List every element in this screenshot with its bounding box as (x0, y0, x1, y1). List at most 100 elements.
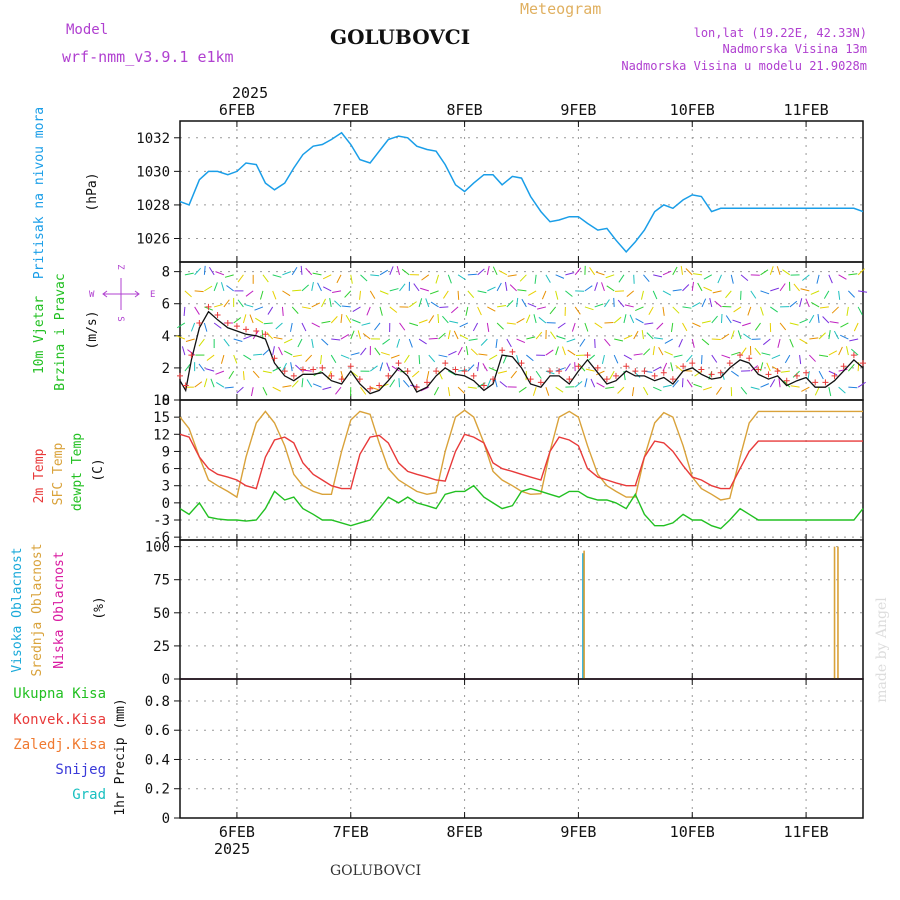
wind-barb (457, 346, 463, 356)
wind-barb (249, 314, 254, 324)
wind-barb (538, 316, 547, 324)
wind-barb (448, 350, 457, 356)
y-tick-label: 15 (153, 410, 170, 426)
wind-barb (401, 268, 410, 276)
wind-barb (779, 283, 786, 292)
wind-barb (776, 266, 781, 275)
wind-barb (379, 269, 388, 276)
wind-barb (352, 306, 361, 312)
y-tick-label: 50 (153, 606, 170, 622)
wind-barb (496, 282, 502, 292)
wind-barb (631, 387, 635, 397)
gust-marker (632, 368, 639, 375)
wind-barb (426, 371, 430, 381)
wind-barb (322, 386, 332, 390)
station-title: GOLUBOVCI (330, 25, 470, 49)
gust-marker (480, 382, 487, 389)
wind-barb (226, 285, 234, 292)
wind-barb (379, 290, 389, 295)
gust-marker (424, 379, 431, 386)
gust-marker (680, 363, 687, 370)
wind-barb (574, 267, 582, 276)
wind-barb (811, 301, 820, 308)
wind-barb (537, 306, 547, 310)
wind-barb (715, 386, 722, 395)
wind-barb (675, 364, 683, 372)
wind-barb (499, 381, 508, 388)
wind-barb (438, 354, 448, 358)
precip-conv-label: Konvek.Kisa (13, 712, 106, 728)
wind-barb (223, 299, 230, 308)
wind-barb (457, 386, 465, 394)
wind-barb (574, 380, 583, 388)
wind-barb (437, 313, 440, 324)
wind-barb (243, 335, 253, 340)
wind-barb (389, 379, 396, 388)
wind-barb (829, 321, 839, 324)
wind-barb (453, 330, 459, 340)
wind-barb (489, 354, 498, 361)
wind-barb (183, 306, 186, 316)
y-tick-label: 0 (162, 672, 170, 688)
wind-barb (278, 346, 283, 356)
wind-barb (420, 287, 429, 292)
wind-barb (594, 322, 603, 329)
gust-marker (698, 366, 705, 373)
top-date-label: 9FEB (560, 101, 596, 119)
wind-barb (686, 379, 693, 388)
wind-barb (254, 306, 264, 311)
wind-barb (783, 380, 791, 388)
wind-barb (403, 380, 410, 388)
gust-marker (182, 382, 189, 389)
wind-barb (272, 346, 275, 356)
wind-barb (281, 306, 284, 316)
wind-barb (652, 290, 658, 300)
wind-barb (766, 362, 771, 372)
precip-snow-label: Snijeg (55, 762, 106, 778)
y-tick-label: 0 (162, 496, 170, 512)
wind-barb (750, 386, 760, 390)
y-tick-label: 0 (162, 393, 170, 409)
gust-marker (243, 326, 250, 333)
wind-barb (366, 306, 371, 316)
wind-barb (447, 387, 451, 397)
wind-barb (652, 346, 655, 356)
y-tick-label: 0.4 (145, 752, 170, 768)
gust-marker (290, 372, 297, 379)
wind-barb (807, 371, 810, 381)
wind-barb (477, 362, 480, 372)
wind-barb (694, 370, 703, 377)
wind-barb (322, 286, 332, 292)
wind-barb (305, 267, 313, 276)
wind-barb (283, 338, 293, 344)
gust-marker (224, 319, 231, 326)
bottom-date-label: 11FEB (784, 823, 829, 841)
panel-frame (179, 399, 864, 541)
wind-barb (208, 266, 215, 276)
gust-marker (509, 348, 516, 355)
gust-marker (196, 319, 203, 326)
gust-marker (803, 369, 810, 376)
wind-barb (691, 338, 695, 348)
wind-barb (633, 330, 639, 340)
wind-barb (606, 285, 615, 292)
wind-barb (771, 354, 781, 360)
wind-barb (747, 306, 752, 316)
gust-marker (537, 379, 544, 386)
wind-barb (381, 351, 390, 356)
wind-barb (565, 290, 573, 297)
wind-barb (613, 316, 622, 324)
wind-barb (532, 387, 537, 396)
wind-barb (205, 368, 215, 372)
wind-barb (506, 322, 516, 325)
wind-barb (623, 334, 633, 340)
wind-barb (418, 319, 428, 324)
wind-barb (778, 378, 781, 388)
y-tick-label: 75 (153, 573, 170, 589)
wind-barb (701, 338, 710, 346)
wind-barb (262, 274, 269, 283)
compass-south-letter: S (115, 316, 125, 321)
wind-barb (409, 322, 419, 327)
wind-barb (408, 301, 417, 308)
